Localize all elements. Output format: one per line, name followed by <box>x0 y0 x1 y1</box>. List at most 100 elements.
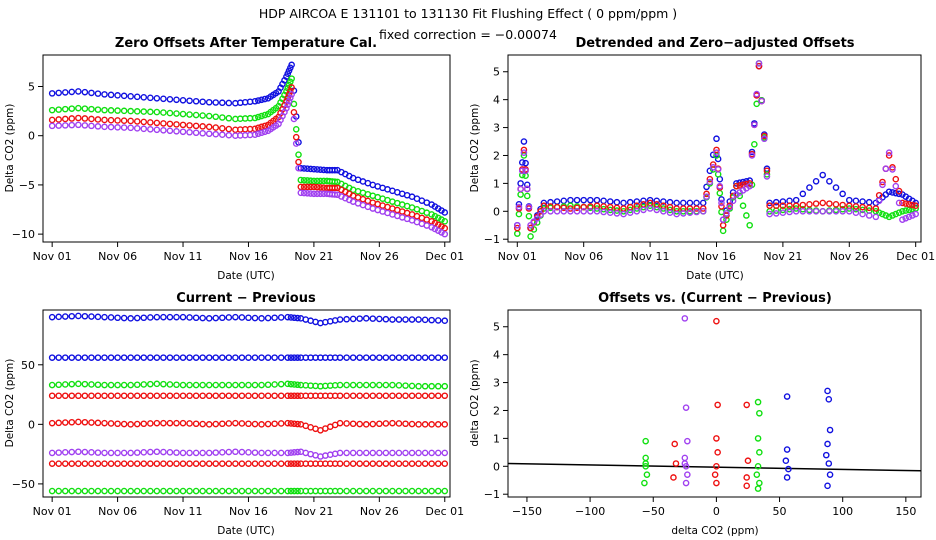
data-point <box>245 354 252 361</box>
data-point <box>421 487 429 495</box>
data-point <box>889 189 896 196</box>
data-point <box>192 354 200 361</box>
data-point <box>620 210 627 218</box>
data-point <box>428 316 435 324</box>
y-tick-label: 5 <box>493 321 500 334</box>
data-point <box>679 199 687 207</box>
data-point <box>251 97 259 105</box>
data-point <box>81 115 89 122</box>
data-point <box>127 381 134 389</box>
data-point <box>88 122 95 130</box>
data-point <box>264 381 272 389</box>
data-point <box>755 62 763 70</box>
data-point <box>434 460 442 467</box>
data-point <box>336 449 344 457</box>
data-point <box>179 419 187 427</box>
data-point <box>376 315 383 323</box>
x-tick-label: Nov 21 <box>294 250 333 263</box>
data-point <box>912 202 919 210</box>
data-point <box>522 159 529 167</box>
data-point <box>343 420 350 427</box>
data-point <box>713 479 720 487</box>
data-point <box>81 354 89 361</box>
data-point <box>120 381 128 389</box>
data-point <box>517 185 524 193</box>
series-purple-left <box>681 315 691 487</box>
data-point <box>147 487 154 495</box>
data-point <box>537 207 544 215</box>
data-point <box>573 207 581 215</box>
y-tick-label: 3 <box>493 122 500 135</box>
data-point <box>258 449 265 457</box>
data-point <box>300 189 308 197</box>
data-point <box>845 196 853 204</box>
data-point <box>61 122 69 129</box>
series-purple-band <box>48 448 449 460</box>
data-point <box>68 121 76 129</box>
data-point <box>199 392 206 400</box>
data-point <box>587 207 594 215</box>
x-tick-label: Nov 16 <box>697 250 736 263</box>
data-point <box>517 180 524 187</box>
data-point <box>600 208 607 216</box>
data-point <box>369 392 377 400</box>
data-point <box>218 131 226 139</box>
data-point <box>826 426 834 434</box>
data-point <box>199 487 206 495</box>
data-point <box>336 460 344 467</box>
data-point <box>723 212 730 219</box>
data-point <box>415 316 422 323</box>
data-point <box>402 487 409 495</box>
data-point <box>173 392 180 400</box>
data-point <box>55 487 63 495</box>
data-point <box>287 78 294 86</box>
data-point <box>300 183 308 191</box>
data-point <box>261 128 269 136</box>
data-point <box>192 449 200 457</box>
data-point <box>633 198 641 205</box>
data-point <box>295 151 302 158</box>
data-point <box>101 392 108 400</box>
data-point <box>513 221 521 229</box>
data-point <box>527 224 534 232</box>
data-point <box>133 449 141 456</box>
data-point <box>205 315 213 322</box>
data-point <box>736 192 744 200</box>
data-point <box>376 354 383 361</box>
data-point <box>826 471 834 478</box>
data-point <box>284 460 292 467</box>
data-point <box>258 381 265 389</box>
data-point <box>153 95 161 102</box>
y-tick-label: −50 <box>12 478 35 491</box>
data-point <box>166 392 174 400</box>
data-point <box>756 409 763 417</box>
x-tick-label: 100 <box>832 505 853 518</box>
data-point <box>895 187 903 195</box>
y-tick-label: 2 <box>493 404 500 417</box>
data-point <box>408 354 416 361</box>
data-point <box>294 487 301 495</box>
data-point <box>343 354 350 361</box>
data-point <box>428 211 435 218</box>
data-point <box>716 189 724 197</box>
data-point <box>232 487 239 495</box>
data-point <box>714 166 722 173</box>
data-point <box>641 479 648 487</box>
data-point <box>746 180 753 187</box>
x-tick-label: Nov 16 <box>229 250 268 263</box>
data-point <box>140 108 148 115</box>
data-point <box>147 448 154 456</box>
data-point <box>199 314 206 322</box>
data-point <box>421 354 429 361</box>
data-point <box>284 419 292 427</box>
data-point <box>251 392 259 400</box>
data-point <box>760 132 768 140</box>
data-point <box>376 460 383 467</box>
data-point <box>238 392 246 400</box>
data-point <box>284 94 292 102</box>
data-point <box>892 175 900 183</box>
data-point <box>160 487 167 495</box>
data-point <box>783 393 791 400</box>
y-tick-label: 0 <box>28 418 35 431</box>
data-point <box>518 167 526 175</box>
